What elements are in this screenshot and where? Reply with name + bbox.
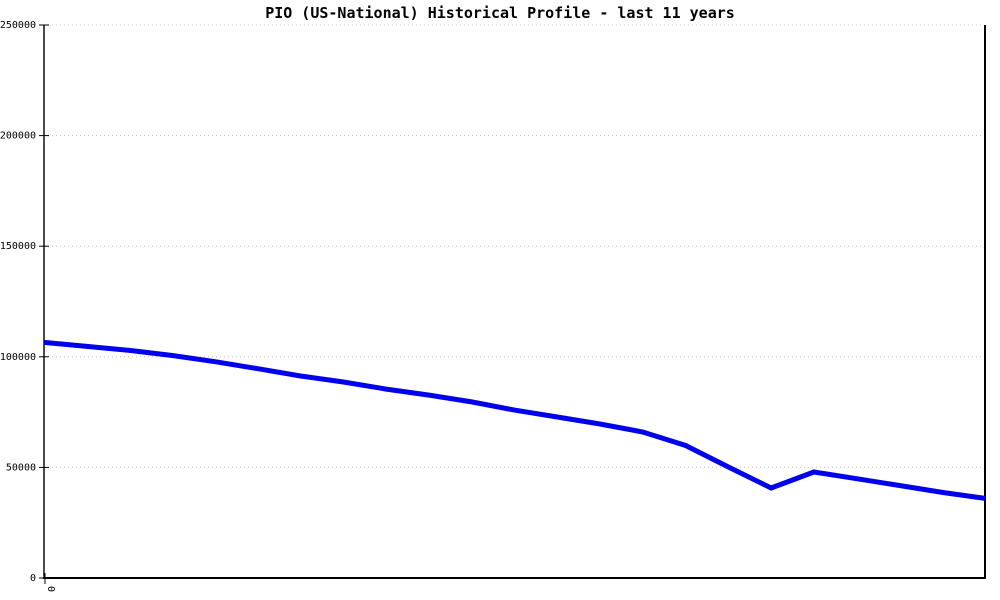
chart-title: PIO (US-National) Historical Profile - l… xyxy=(265,4,735,22)
y-tick-label: 200000 xyxy=(0,131,36,142)
y-tick-label: 150000 xyxy=(0,241,36,252)
y-tick-label: 0 xyxy=(30,573,36,584)
y-tick-label: 50000 xyxy=(6,462,36,473)
y-tick-label: 250000 xyxy=(0,20,36,31)
y-tick-label: 100000 xyxy=(0,352,36,363)
x-tick-label: 0 xyxy=(45,586,56,592)
data-line xyxy=(43,339,986,501)
